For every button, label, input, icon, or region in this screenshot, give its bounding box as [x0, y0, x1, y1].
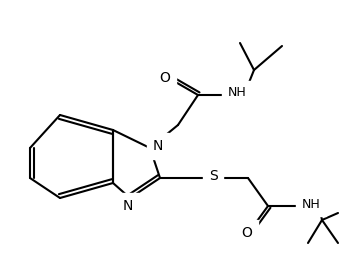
Text: NH: NH	[302, 198, 320, 210]
Text: N: N	[123, 199, 133, 213]
Text: O: O	[159, 71, 170, 85]
Text: N: N	[153, 139, 163, 153]
Text: O: O	[241, 226, 252, 240]
Text: S: S	[209, 169, 217, 183]
Text: NH: NH	[227, 87, 246, 99]
